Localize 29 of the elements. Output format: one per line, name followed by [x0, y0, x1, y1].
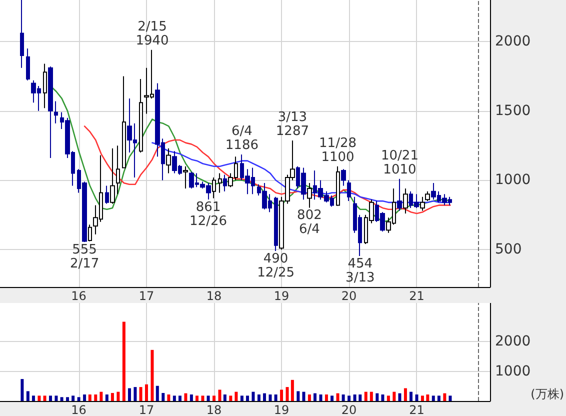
x-tick-label: 19	[274, 403, 290, 416]
x-tick-label: 20	[341, 403, 357, 416]
annotation: 555 2/17	[70, 242, 100, 272]
x-tick-label: 17	[138, 289, 154, 303]
annotation: 10/21 1010	[381, 148, 418, 178]
y-axis-title: (万株)	[530, 387, 564, 401]
y-tick-label: 1000	[495, 172, 531, 188]
annotation: 3/13 1287	[276, 110, 309, 139]
annotation: 861 12/26	[190, 200, 228, 230]
x-tick-label: 16	[71, 289, 86, 303]
y-tick-label: 1000	[495, 363, 531, 380]
x-tick-label: 20	[341, 289, 357, 303]
x-tick-label: 18	[206, 403, 222, 416]
y-tick-label: 500	[495, 242, 522, 258]
annotation: 490 12/25	[257, 251, 295, 280]
x-tick-label: 18	[206, 289, 222, 303]
x-tick-label: 21	[409, 403, 424, 416]
annotation: 6/4 1186	[225, 124, 258, 153]
annotation: 11/28 1100	[319, 136, 356, 165]
y-tick-label: 1500	[495, 102, 531, 119]
x-tick-label: 19	[274, 289, 290, 303]
y-tick-label: 2000	[495, 334, 531, 350]
annotation: 802 6/4	[297, 208, 322, 238]
x-tick-label: 17	[138, 403, 154, 416]
x-tick-label: 21	[409, 289, 424, 303]
y-tick-label: 2000	[495, 34, 531, 50]
annotation: 2/15 1940	[136, 19, 169, 48]
x-tick-label: 16	[71, 403, 86, 416]
annotation: 454 3/13	[346, 256, 375, 286]
